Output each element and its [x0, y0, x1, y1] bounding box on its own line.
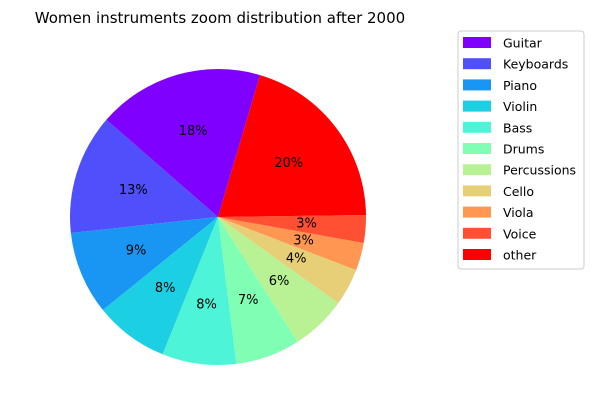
pct-label-keyboards: 13% — [119, 183, 148, 198]
slice-voice — [218, 215, 367, 244]
legend-label-drums: Drums — [503, 142, 544, 157]
pct-label-cello: 4% — [286, 252, 307, 267]
pct-label-bass: 8% — [196, 298, 217, 313]
pct-label-viola: 3% — [293, 233, 314, 248]
percentage-labels: 18% 13% 9% 8% 8% 7% 6% 4% 3%3% 20% — [119, 124, 317, 312]
slice-cello — [218, 217, 357, 304]
pct-label-other: 20% — [274, 156, 303, 171]
slice-guitar — [106, 68, 261, 217]
legend-label-piano: Piano — [503, 78, 537, 93]
pct-label-voice: 3% — [296, 217, 317, 232]
legend-swatch-other — [463, 249, 491, 260]
legend-label-percussions: Percussions — [503, 163, 576, 178]
pct-label-percussions: 6% — [269, 274, 290, 289]
slice-drums — [218, 217, 298, 364]
legend-label-cello: Cello — [503, 184, 534, 199]
legend-swatch-guitar — [463, 37, 491, 48]
legend-swatch-bass — [463, 121, 491, 133]
legend-label-violin: Violin — [503, 99, 537, 114]
legend-swatch-drums — [463, 143, 491, 154]
slice-percussions — [218, 217, 339, 342]
legend-label-other: other — [503, 248, 537, 263]
legend-label-guitar: Guitar — [503, 36, 543, 51]
slice-other — [218, 75, 366, 217]
pct-label-drums: 7% — [238, 293, 259, 308]
legend-label-voice: Voice — [503, 226, 537, 241]
pct-label-guitar: 18% — [179, 124, 208, 139]
slice-piano — [70, 217, 219, 311]
legend-swatch-viola — [463, 206, 491, 218]
pie-slices — [69, 68, 367, 365]
legend-swatch-cello — [463, 185, 491, 197]
slice-violin — [102, 217, 218, 355]
legend-label-viola: Viola — [503, 205, 534, 220]
legend-label-keyboards: Keyboards — [503, 57, 568, 72]
slice-keyboards — [69, 119, 219, 234]
chart-title: Women instruments zoom distribution afte… — [35, 9, 405, 27]
legend-swatch-violin — [463, 100, 491, 112]
legend-swatch-keyboards — [463, 58, 491, 70]
legend: Guitar Keyboards Piano Violin Bass Drums Percu… — [457, 30, 585, 270]
slice-viola — [218, 217, 364, 271]
pct-label-violin: 8% — [155, 281, 176, 296]
legend-label-bass: Bass — [503, 120, 532, 135]
legend-swatch-voice — [463, 227, 491, 239]
pct-label-piano: 9% — [126, 244, 147, 259]
legend-swatch-percussions — [463, 164, 491, 176]
legend-swatch-piano — [463, 79, 491, 91]
slice-bass — [162, 217, 237, 365]
